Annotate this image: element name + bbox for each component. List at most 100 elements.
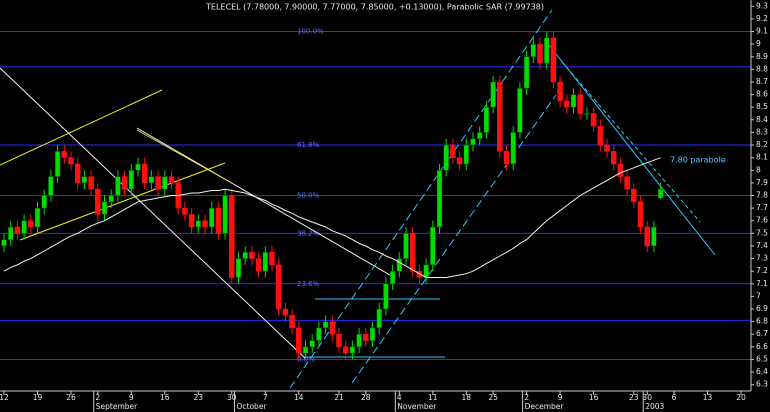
candle-body xyxy=(61,151,68,158)
candle-body xyxy=(557,81,563,102)
candle-body xyxy=(530,43,537,58)
candle-body xyxy=(517,88,523,133)
candle-body xyxy=(316,327,322,341)
candle-body xyxy=(249,252,255,259)
candle-body xyxy=(590,113,597,127)
candle-body xyxy=(309,340,315,348)
trendline xyxy=(0,89,163,166)
candle-body xyxy=(577,94,583,114)
candle-body xyxy=(95,188,101,215)
y-tick-label: 9.3 xyxy=(756,1,768,10)
x-tick-label: 25 xyxy=(488,393,498,402)
candle-body xyxy=(282,308,289,316)
candle-body xyxy=(289,315,295,329)
candle-body xyxy=(537,43,543,64)
y-tick-label: 7.3 xyxy=(756,254,768,263)
candle-body xyxy=(416,270,423,278)
y-tick-label: 8.2 xyxy=(756,140,768,149)
x-tick-label: 18 xyxy=(462,393,472,402)
trendline xyxy=(561,61,701,223)
trendline xyxy=(0,67,306,359)
candle-body xyxy=(342,346,349,354)
x-tick-label: 16 xyxy=(589,393,599,402)
y-tick-label: 8.5 xyxy=(756,102,768,111)
month-label: 2003 xyxy=(645,402,664,411)
candle-body xyxy=(54,151,61,177)
y-tick-label: 6.9 xyxy=(756,304,768,313)
level-label: 23.6% xyxy=(297,280,320,288)
level-label: 61.8% xyxy=(297,141,320,149)
candle-body xyxy=(376,308,382,329)
x-tick-label: 6 xyxy=(672,393,677,402)
candle-body xyxy=(403,233,409,259)
y-tick-label: 8 xyxy=(756,165,761,174)
candle-body xyxy=(202,220,208,228)
y-tick-label: 6.3 xyxy=(756,380,768,389)
candle-body xyxy=(269,252,275,266)
y-tick-label: 7.6 xyxy=(756,216,768,225)
candle-body xyxy=(503,151,510,165)
candle-body xyxy=(275,264,282,310)
trendlines xyxy=(0,9,716,389)
y-tick-label: 7.5 xyxy=(756,228,768,237)
candle-body xyxy=(242,252,248,259)
candle-body xyxy=(208,207,215,228)
candle-body xyxy=(584,113,590,115)
candle-body xyxy=(188,214,195,228)
trendline xyxy=(19,162,226,241)
candle-body xyxy=(564,100,570,108)
month-label: December xyxy=(525,402,565,411)
x-tick-label: 9 xyxy=(558,393,563,402)
trendline xyxy=(136,127,396,279)
y-tick-label: 8.3 xyxy=(756,127,768,136)
candle-body xyxy=(88,176,94,190)
candle-body xyxy=(222,195,228,234)
level-label: 38.2% xyxy=(297,229,320,237)
candle-body xyxy=(155,176,161,190)
level-label: 50.0% xyxy=(297,192,320,200)
candle-body xyxy=(423,264,429,278)
x-tick-label: 26 xyxy=(66,393,76,402)
candle-body xyxy=(604,144,610,152)
candle-body xyxy=(262,252,269,272)
annotation: 7.80 parabole xyxy=(670,156,726,165)
candle-body xyxy=(543,37,550,64)
month-label: November xyxy=(397,402,437,411)
x-tick-label: 23 xyxy=(629,393,639,402)
x-tick-label: 30 xyxy=(642,393,652,402)
candle-body xyxy=(443,144,449,171)
candle-body xyxy=(21,220,27,234)
candle-body xyxy=(349,346,356,354)
candle-body xyxy=(610,151,617,165)
trendline xyxy=(136,129,231,183)
x-tick-label: 21 xyxy=(334,393,344,402)
candle-body xyxy=(41,195,47,209)
plot-area xyxy=(1,31,664,360)
candle-body xyxy=(523,56,530,89)
x-tick-label: 7 xyxy=(263,393,268,402)
y-tick-label: 7 xyxy=(756,291,761,300)
candle-body xyxy=(644,226,650,247)
candle-body xyxy=(597,125,604,146)
candle-body xyxy=(356,333,362,348)
y-axis-strip xyxy=(751,0,770,412)
candle-body xyxy=(255,258,262,272)
candle-body xyxy=(195,220,202,228)
candle-body xyxy=(497,81,503,152)
candle-body xyxy=(128,170,135,190)
candle-body xyxy=(296,327,302,354)
y-tick-label: 8.6 xyxy=(756,90,768,99)
candle-body xyxy=(456,157,463,165)
y-tick-label: 8.4 xyxy=(756,115,768,124)
y-tick-label: 6.7 xyxy=(756,329,768,338)
month-label: September xyxy=(96,402,138,411)
x-tick-label: 20 xyxy=(736,393,746,402)
y-tick-label: 6.4 xyxy=(756,367,768,376)
candle-body xyxy=(141,163,148,184)
candle-body xyxy=(383,283,389,310)
y-tick-label: 8.9 xyxy=(756,52,768,61)
x-tick-label: 9 xyxy=(129,393,134,402)
